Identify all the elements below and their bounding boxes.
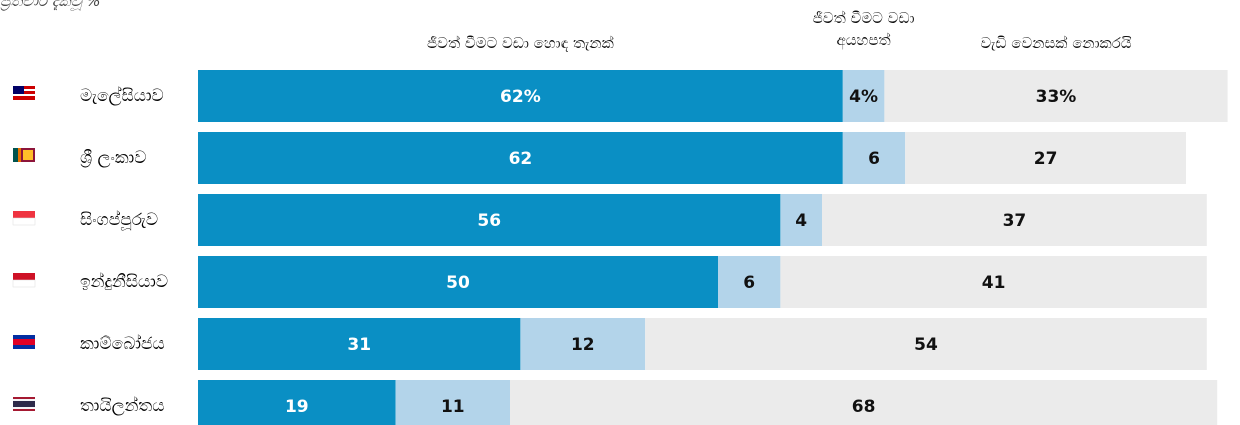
value-label: 50 (446, 273, 470, 293)
flag (13, 94, 35, 96)
bar-segment (822, 194, 1207, 246)
value-label: 6 (743, 273, 755, 293)
flag (13, 148, 18, 162)
bar-segment (520, 318, 646, 370)
flag (12, 279, 36, 288)
category-label: මැලේසියාව (80, 86, 164, 106)
value-label: 19 (285, 397, 309, 417)
legend-entry: වැඩි වෙනසක් නොකරයි (980, 34, 1132, 52)
flag (23, 150, 33, 160)
category-label: කාම්බෝජය (80, 334, 165, 354)
flag (13, 339, 35, 345)
bar-segment (842, 70, 885, 122)
bar-segment (510, 380, 1218, 425)
flag (13, 211, 35, 218)
value-label: 41 (982, 273, 1006, 293)
value-label: 33% (1036, 87, 1077, 107)
bar-segment (198, 256, 718, 308)
flag (12, 217, 36, 226)
bar-segment (905, 132, 1186, 184)
flag (13, 86, 24, 94)
value-label: 12 (571, 335, 595, 355)
bar-segment (198, 194, 781, 246)
value-label: 27 (1034, 149, 1058, 169)
value-label: 56 (477, 211, 501, 231)
bar-segment (884, 70, 1228, 122)
bar-segment (198, 70, 843, 122)
flag (13, 401, 35, 407)
bar-segment (842, 132, 906, 184)
bar-segment (718, 256, 781, 308)
bar-segment (198, 318, 521, 370)
value-label: 62 (509, 149, 533, 169)
subtitle: ප්‍රතිචාර දැක්වූ % (0, 0, 101, 10)
legend-entry: ජීවත් වීමට වඩා අයහපත් (812, 9, 915, 49)
legend-entry: ජීවත් වීමට වඩා හොඳ තැනක් (427, 34, 614, 52)
value-label: 54 (914, 335, 938, 355)
bar-segment (198, 132, 843, 184)
value-label: 31 (347, 335, 371, 355)
flags (12, 86, 36, 411)
value-label: 4% (849, 87, 878, 107)
flag (13, 273, 35, 280)
bar-segment (395, 380, 510, 425)
category-label: ඉන්දුනීසියාව (80, 272, 168, 292)
category-label: සිංගප්පූරුව (80, 210, 158, 230)
value-label: 68 (852, 397, 876, 417)
flag (18, 148, 21, 162)
category-label: තායිලන්තය (80, 396, 164, 416)
value-label: 11 (441, 397, 465, 417)
bar-segment (780, 256, 1207, 308)
bar-segment (780, 194, 822, 246)
value-label: 6 (868, 149, 880, 169)
category-label: ශ්‍රී ලංකාව (80, 148, 146, 168)
value-label: 62% (500, 87, 541, 107)
bar-segment (645, 318, 1207, 370)
value-label: 37 (1003, 211, 1027, 231)
bar-segment (198, 380, 396, 425)
value-label: 4 (795, 211, 807, 231)
